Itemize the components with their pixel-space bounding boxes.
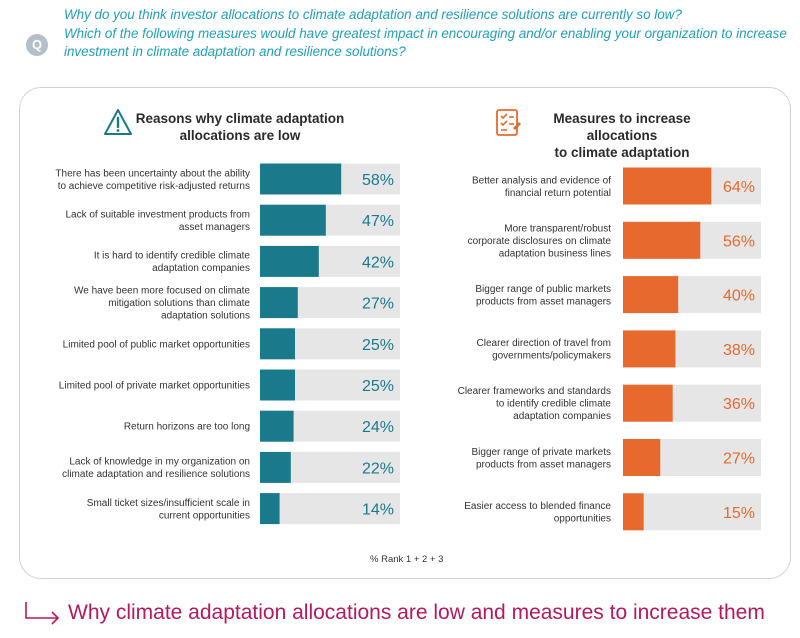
left-bar	[260, 287, 298, 319]
left-value-label: 58%	[362, 172, 394, 189]
right-category-label: Clearer direction of travel from governme…	[477, 338, 612, 362]
right-bar	[623, 330, 676, 368]
right-bar	[623, 439, 661, 476]
left-value-label: 42%	[362, 254, 394, 271]
left-value-label: 22%	[362, 460, 394, 477]
left-bar	[260, 245, 319, 277]
checklist-icon	[496, 109, 521, 136]
left-chart-title: Reasons why climate adaptation allocatio…	[135, 111, 345, 143]
left-bar-track	[260, 493, 400, 525]
right-category-label: Better analysis and evidence of financial…	[472, 175, 611, 199]
left-value-label: 24%	[362, 419, 394, 436]
left-bar	[260, 369, 295, 401]
rank-note: % Rank 1 + 2 + 3	[370, 554, 444, 565]
left-category-label: Small ticket sizes/insufficient scale in…	[87, 498, 250, 521]
question-text: Why do you think investor allocations to…	[64, 6, 787, 62]
footer-title: Why climate adaptation allocations are l…	[68, 601, 765, 624]
left-value-label: 27%	[362, 296, 394, 313]
right-bar-track	[623, 493, 761, 531]
left-value-label: 25%	[362, 378, 394, 395]
left-bar	[260, 163, 342, 195]
warning-icon	[104, 109, 132, 135]
left-value-label: 25%	[362, 337, 394, 354]
left-category-label: Return horizons are too long	[124, 422, 250, 433]
right-bar	[623, 276, 679, 314]
left-category-label: Lack of knowledge in my organization on c…	[62, 457, 250, 481]
right-value-label: 27%	[723, 451, 755, 468]
left-category-label: There has been uncertainty about the abi…	[55, 168, 250, 192]
right-value-label: 56%	[723, 233, 755, 250]
left-category-label: Limited pool of private market opportuni…	[59, 381, 250, 392]
right-chart-title: Measures to increase allocations to clim…	[553, 111, 691, 160]
right-value-label: 38%	[723, 342, 755, 359]
question-badge: Q	[26, 34, 48, 56]
left-bar	[260, 451, 291, 483]
left-category-label: Limited pool of public market opportunit…	[63, 339, 250, 350]
left-category-label: Lack of suitable investment products fro…	[65, 209, 250, 233]
left-value-label: 47%	[362, 213, 394, 230]
right-category-label: Clearer frameworks and standards to ident…	[458, 386, 612, 422]
left-value-label: 14%	[362, 502, 394, 519]
right-value-label: 15%	[723, 505, 755, 522]
right-category-label: Easier access to blended finance opportun…	[464, 501, 611, 525]
question-line: Why do you think investor allocations to…	[64, 7, 682, 22]
left-bar	[260, 204, 326, 236]
right-category-label: Bigger range of private markets products …	[471, 447, 611, 471]
question-line: investment in climate adaptation and res…	[64, 44, 406, 59]
left-category-label: We have been more focused on climate miti…	[74, 286, 250, 322]
right-value-label: 64%	[723, 179, 755, 196]
right-bar	[623, 493, 644, 531]
right-bar	[623, 384, 673, 422]
left-bar	[260, 493, 280, 525]
left-category-label: It is hard to identify credible climate a…	[94, 251, 251, 275]
right-bar	[623, 167, 712, 205]
left-bar	[260, 410, 294, 442]
right-value-label: 36%	[723, 396, 755, 413]
right-value-label: 40%	[723, 288, 755, 305]
arrow-right-icon	[25, 602, 60, 625]
right-category-label: Bigger range of public markets products f…	[475, 284, 611, 308]
right-category-label: More transparent/robust corporate disclos…	[468, 223, 612, 259]
question-line: Which of the following measures would ha…	[64, 25, 787, 41]
right-bar	[623, 221, 701, 259]
left-bar	[260, 328, 295, 360]
